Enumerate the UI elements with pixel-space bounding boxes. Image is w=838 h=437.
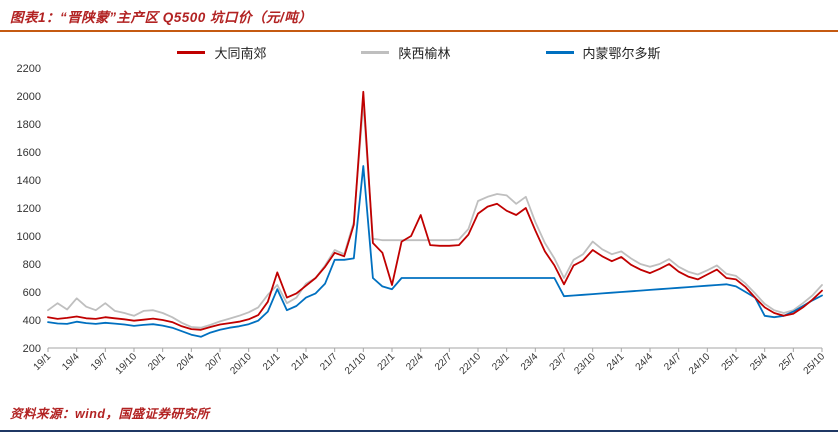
svg-text:24/7: 24/7: [662, 351, 684, 373]
svg-text:24/10: 24/10: [687, 351, 713, 377]
svg-text:21/7: 21/7: [318, 351, 340, 373]
svg-text:600: 600: [23, 287, 41, 299]
svg-text:19/10: 19/10: [114, 351, 140, 377]
svg-text:23/10: 23/10: [572, 351, 598, 377]
legend-item-datong: 大同南郊: [177, 43, 266, 62]
legend-swatch-yulin: [361, 50, 390, 54]
svg-text:19/4: 19/4: [60, 351, 82, 373]
svg-text:24/1: 24/1: [605, 351, 627, 373]
svg-text:2000: 2000: [17, 91, 41, 103]
legend-swatch-datong: [177, 50, 206, 54]
svg-text:1200: 1200: [17, 203, 41, 215]
chart-svg: 200 400 600 800 1000 1200 1400 1600 1800 2000 2200…: [17, 63, 828, 377]
svg-text:20/4: 20/4: [175, 351, 197, 373]
svg-text:25/1: 25/1: [720, 351, 742, 373]
svg-text:23/7: 23/7: [548, 351, 570, 373]
chart-area: 200 400 600 800 1000 1200 1400 1600 1800 2000 2200…: [0, 60, 838, 400]
svg-text:24/4: 24/4: [634, 351, 656, 373]
title-divider: [0, 30, 838, 32]
svg-text:1600: 1600: [17, 147, 41, 159]
svg-text:25/10: 25/10: [802, 351, 828, 377]
svg-text:21/1: 21/1: [261, 351, 283, 373]
svg-text:20/1: 20/1: [146, 351, 168, 373]
svg-text:400: 400: [23, 315, 41, 327]
svg-text:21/4: 21/4: [290, 351, 312, 373]
source-label: 资料来源：: [10, 407, 76, 421]
svg-text:1000: 1000: [17, 231, 41, 243]
chart-legend: 大同南郊 陕西榆林 内蒙鄂尔多斯: [0, 42, 838, 62]
svg-text:22/4: 22/4: [404, 351, 426, 373]
legend-label-yulin: 陕西榆林: [398, 45, 451, 61]
legend-label-ordos: 内蒙鄂尔多斯: [582, 45, 661, 61]
svg-text:20/10: 20/10: [228, 351, 254, 377]
bottom-divider: [0, 430, 838, 432]
legend-swatch-ordos: [545, 50, 574, 54]
svg-text:25/7: 25/7: [777, 351, 799, 373]
svg-text:19/7: 19/7: [89, 351, 111, 373]
source-note: 资料来源：wind，国盛证券研究所: [10, 403, 209, 422]
svg-text:200: 200: [23, 343, 41, 355]
svg-text:1800: 1800: [17, 119, 41, 131]
svg-text:22/7: 22/7: [433, 351, 455, 373]
svg-text:23/1: 23/1: [490, 351, 512, 373]
svg-text:20/7: 20/7: [204, 351, 226, 373]
svg-text:1400: 1400: [17, 175, 41, 187]
legend-item-ordos: 内蒙鄂尔多斯: [545, 43, 661, 62]
svg-text:800: 800: [23, 259, 41, 271]
svg-text:22/10: 22/10: [458, 351, 484, 377]
legend-item-yulin: 陕西榆林: [361, 43, 451, 62]
figure-title: 图表1：“晋陕蒙”主产区 Q5500 坑口价（元/吨）: [10, 10, 313, 25]
svg-text:22/1: 22/1: [376, 351, 398, 373]
svg-text:2200: 2200: [17, 63, 41, 75]
source-text: wind，国盛证券研究所: [75, 407, 210, 421]
svg-text:25/4: 25/4: [748, 351, 770, 373]
legend-label-datong: 大同南郊: [214, 45, 267, 61]
svg-text:21/10: 21/10: [343, 351, 369, 377]
svg-text:23/4: 23/4: [519, 351, 541, 373]
